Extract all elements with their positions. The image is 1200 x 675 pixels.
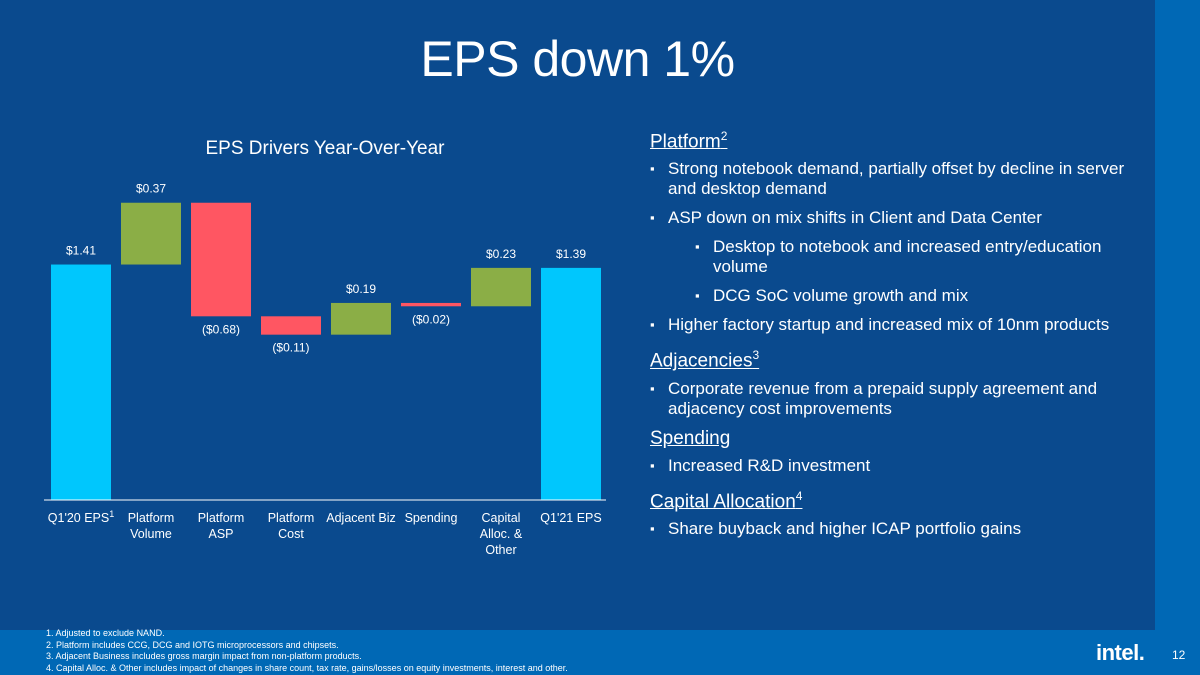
bar-1 <box>121 202 181 265</box>
bullet-item: DCG SoC volume growth and mix <box>695 286 1150 306</box>
bullet-item: Strong notebook demand, partially offset… <box>650 159 1150 199</box>
bar-5 <box>401 302 461 307</box>
footnote-3: 3. Adjacent Business includes gross marg… <box>46 651 362 661</box>
footnote-4: 4. Capital Alloc. & Other includes impac… <box>46 662 568 673</box>
page-number: 12 <box>1172 648 1186 662</box>
bullet-item: Share buyback and higher ICAP portfolio … <box>650 519 1150 539</box>
category-label-6-0: Capital <box>482 511 521 525</box>
footnote-1: 1. Adjusted to exclude NAND. <box>46 628 165 638</box>
category-label-1-0: Platform <box>128 511 175 525</box>
intel-logo: intel. <box>1096 640 1145 665</box>
bullet-item: Corporate revenue from a prepaid supply … <box>650 379 1150 419</box>
section-heading-0: Platform2 <box>650 125 1150 153</box>
category-label-4-0: Adjacent Biz <box>326 511 395 525</box>
bullet-list: Corporate revenue from a prepaid supply … <box>650 379 1150 419</box>
category-label-6-2: Other <box>485 543 516 557</box>
category-label-6-1: Alloc. & <box>480 527 523 541</box>
section-heading-2: Spending <box>650 428 1150 450</box>
footnote-2: 2. Platform includes CCG, DCG and IOTG m… <box>46 639 339 650</box>
category-label-3-1: Cost <box>278 527 304 541</box>
data-label-5: ($0.02) <box>412 312 450 326</box>
section-heading-text: Spending <box>650 427 731 449</box>
section-heading-text: Capital Allocation <box>650 490 796 512</box>
data-label-6: $0.23 <box>486 247 516 261</box>
bar-4 <box>331 302 391 335</box>
data-label-1: $0.37 <box>136 182 166 196</box>
data-label-7: $1.39 <box>556 247 586 261</box>
category-label-2-0: Platform <box>198 511 245 525</box>
data-label-2: ($0.68) <box>202 322 240 336</box>
bullet-item: Desktop to notebook and increased entry/… <box>695 237 1150 277</box>
section-heading-1: Adjacencies3 <box>650 344 1150 372</box>
bar-2 <box>191 202 251 317</box>
category-label-0-0: Q1'20 EPS1 <box>48 509 114 525</box>
bullet-list: Increased R&D investment <box>650 456 1150 476</box>
category-label-3-0: Platform <box>268 511 315 525</box>
data-label-0: $1.41 <box>66 244 96 258</box>
section-heading-3: Capital Allocation4 <box>650 485 1150 513</box>
footnotes: 1. Adjusted to exclude NAND. 2. Platform … <box>46 628 568 674</box>
chart-title: EPS Drivers Year-Over-Year <box>205 138 445 159</box>
bar-7 <box>541 267 601 500</box>
bar-3 <box>261 316 321 335</box>
footer-bar <box>0 630 1155 675</box>
bullet-panel: Platform2 Strong notebook demand, partial… <box>650 125 1150 548</box>
category-label-1-1: Volume <box>130 527 172 541</box>
slide-title: EPS down 1% <box>420 31 735 87</box>
footnote-ref: 3 <box>752 348 760 363</box>
section-heading-text: Platform <box>650 131 721 153</box>
footnote-ref: 4 <box>795 488 803 503</box>
bar-0 <box>51 264 111 500</box>
bar-6 <box>471 267 531 307</box>
waterfall-chart: $1.41 Q1'20 EPS1 $0.37 Platform Volume ($0.68… <box>44 182 606 557</box>
bullet-item: Increased R&D investment <box>650 456 1150 476</box>
category-label-2-1: ASP <box>208 527 233 541</box>
bullet-item: Higher factory startup and increased mix… <box>650 315 1150 335</box>
data-label-3: ($0.11) <box>272 341 309 355</box>
footnote-ref: 2 <box>720 129 728 143</box>
category-label-5-0: Spending <box>405 511 458 525</box>
section-heading-text: Adjacencies <box>650 350 753 372</box>
bullet-list: Strong notebook demand, partially offset… <box>650 159 1150 335</box>
bullet-item: ASP down on mix shifts in Client and Dat… <box>650 208 1150 228</box>
bullet-list: Share buyback and higher ICAP portfolio … <box>650 519 1150 539</box>
right-accent-bar <box>1155 0 1200 675</box>
category-label-7-0: Q1'21 EPS <box>540 511 601 525</box>
data-label-4: $0.19 <box>346 282 376 296</box>
